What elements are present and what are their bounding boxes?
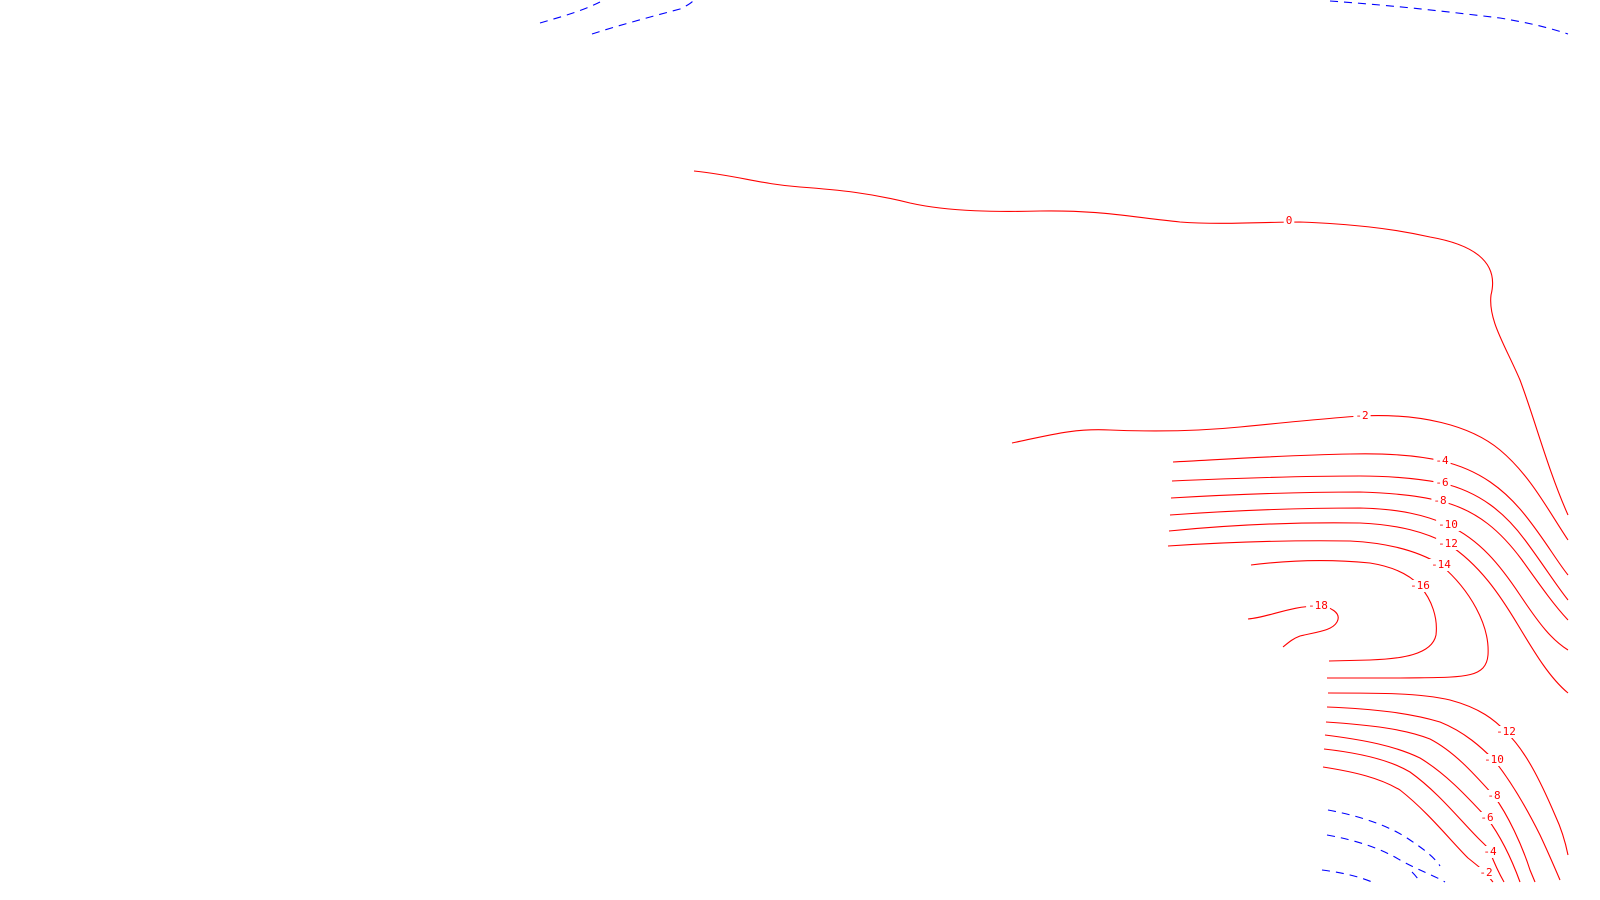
contour-label: -4 <box>1435 454 1449 467</box>
negative-contour-line <box>1325 721 1536 883</box>
positive-contour-line <box>591 0 694 35</box>
negative-contour-line <box>1168 522 1569 694</box>
contour-label-background <box>1478 812 1496 824</box>
contour-label-background <box>1485 790 1503 802</box>
contour-labels: 0 -2 -4 -6 -8 -10 -12 -14-16 -18 -12 -10 -8 -6 -4 -2 <box>1283 214 1518 879</box>
contour-label-background <box>1431 495 1449 507</box>
negative-contour-line <box>1250 560 1437 662</box>
positive-contour-line <box>1321 869 1421 883</box>
contour-label: 0 <box>1286 214 1293 227</box>
contour-label-background <box>1433 455 1451 467</box>
contour-label: -6 <box>1480 811 1493 824</box>
negative-contour-line <box>1011 415 1569 541</box>
positive-contour-line <box>539 1 601 24</box>
contour-label: -2 <box>1355 409 1368 422</box>
negative-contour-line <box>1326 706 1561 881</box>
contour-label-background <box>1436 519 1460 531</box>
negative-contour-line <box>693 170 1569 516</box>
negative-contour-line <box>1247 605 1339 648</box>
contour-label-background <box>1482 754 1506 766</box>
contour-label: -6 <box>1435 476 1448 489</box>
contour-label-background <box>1481 846 1499 858</box>
contour-label: -10 <box>1438 518 1458 531</box>
contour-label-background <box>1433 477 1451 489</box>
negative-contour-line <box>1323 748 1505 883</box>
negative-contour-line <box>1324 734 1521 883</box>
contour-label: -2 <box>1479 866 1492 879</box>
contour-label: -4 <box>1483 845 1497 858</box>
negative-contour-line <box>1327 692 1569 856</box>
contour-lines <box>539 0 1569 883</box>
negative-contour-line <box>1172 453 1569 576</box>
positive-contour-line <box>1329 0 1569 35</box>
positive-contour-line <box>1327 809 1441 867</box>
contour-label-background <box>1353 410 1371 422</box>
contour-label: -10 <box>1484 753 1504 766</box>
contour-label: -18 <box>1308 599 1328 612</box>
positive-contour-line <box>1326 834 1446 883</box>
contour-label-background <box>1306 600 1330 612</box>
contour-label-background <box>1494 726 1518 738</box>
contour-label-background <box>1408 580 1432 592</box>
contour-label-background <box>1477 867 1495 879</box>
contour-label: -8 <box>1487 789 1500 802</box>
contour-label-background <box>1429 559 1453 571</box>
contour-label-background <box>1283 215 1295 227</box>
negative-contour-line <box>1169 507 1569 651</box>
contour-label: -12 <box>1438 537 1458 550</box>
contour-label: -14 <box>1431 558 1451 571</box>
contour-label: -8 <box>1433 494 1446 507</box>
contour-label: -16 <box>1410 579 1430 592</box>
contour-label: -12 <box>1496 725 1516 738</box>
contour-label-background <box>1436 538 1460 550</box>
